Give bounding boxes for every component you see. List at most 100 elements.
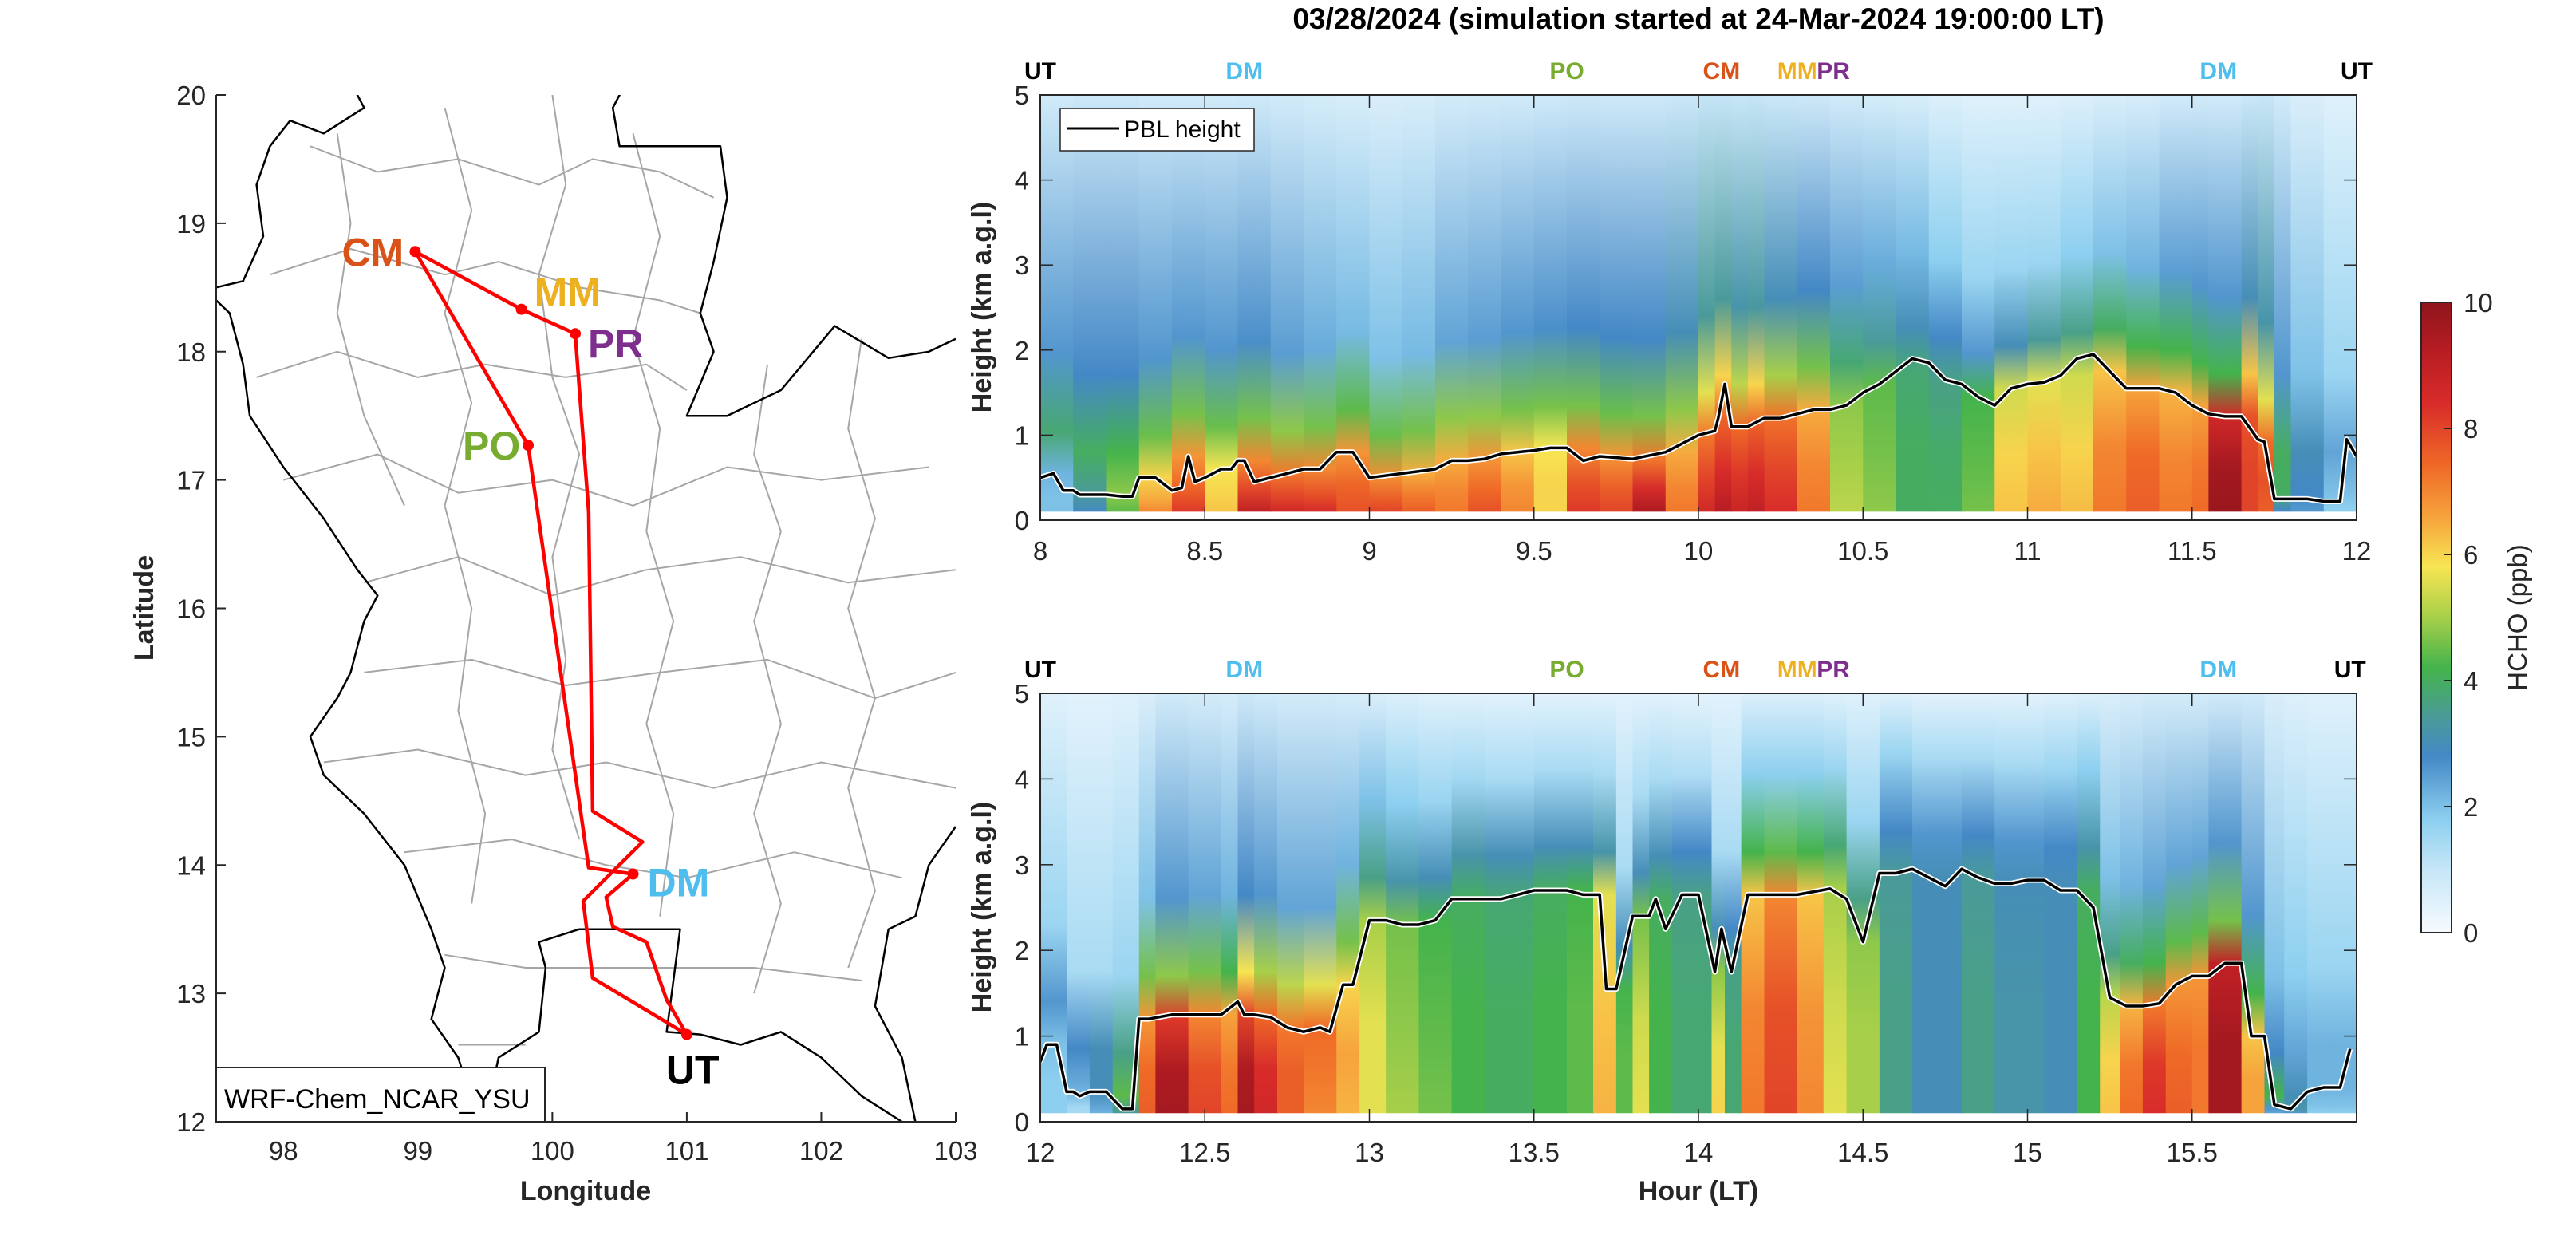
hcho-column bbox=[1040, 95, 1075, 512]
hcho-column bbox=[1468, 95, 1502, 512]
y-tick-label: 0 bbox=[1015, 1107, 1029, 1137]
hcho-column bbox=[2284, 693, 2309, 1114]
coastline-segment bbox=[483, 928, 903, 1122]
bottom-x-axis-label: Hour (LT) bbox=[1639, 1176, 1758, 1206]
y-tick-label: 5 bbox=[1015, 679, 1029, 708]
x-tick-label: 11.5 bbox=[2168, 536, 2217, 566]
map-y-tick-label: 13 bbox=[176, 979, 206, 1008]
pbl-height-line bbox=[1040, 867, 2352, 1111]
hcho-column bbox=[2093, 95, 2128, 512]
map-y-tick-label: 16 bbox=[176, 594, 206, 624]
site-marker bbox=[570, 328, 582, 340]
colorbar-tick-label: 4 bbox=[2464, 666, 2478, 696]
top-y-axis-label: Height (km a.g.l) bbox=[967, 202, 997, 412]
hcho-column bbox=[1797, 95, 1831, 512]
top-y-ticks: 0 1 2 3 4 5 bbox=[1015, 81, 2357, 535]
hcho-column bbox=[2258, 95, 2275, 512]
site-marker-label-pr: PR bbox=[1817, 58, 1850, 85]
hcho-column bbox=[1912, 693, 1963, 1114]
hcho-column bbox=[2100, 693, 2120, 1114]
hcho-column bbox=[1962, 693, 1996, 1114]
top-x-ticks: 8 8.5 9 9.5 10 10.5 11 11.5 12 bbox=[1033, 95, 2371, 566]
site-label-mm: MM bbox=[535, 270, 601, 315]
hcho-column bbox=[1797, 693, 1825, 1114]
map-x-axis-label: Longitude bbox=[520, 1176, 651, 1206]
map-x-ticks: 98 99 100 101 102 103 bbox=[269, 1112, 978, 1166]
province-border bbox=[444, 953, 862, 981]
x-tick-label: 15 bbox=[2013, 1138, 2042, 1167]
map-x-tick-label: 99 bbox=[403, 1136, 432, 1166]
site-marker-label-dm: DM bbox=[2199, 58, 2237, 85]
hcho-column bbox=[1896, 95, 1930, 512]
hcho-column bbox=[2208, 693, 2243, 1114]
site-marker bbox=[515, 303, 527, 315]
site-marker-label-mm: MM bbox=[1777, 58, 1817, 85]
hcho-column bbox=[1714, 95, 1733, 512]
site-label-dm: DM bbox=[647, 861, 709, 906]
hcho-column bbox=[2191, 95, 2210, 512]
site-marker-label-po: PO bbox=[1549, 657, 1584, 683]
site-marker-label-cm: CM bbox=[1703, 657, 1741, 683]
y-tick-label: 2 bbox=[1015, 336, 1029, 365]
hcho-column bbox=[2044, 693, 2078, 1114]
hcho-column bbox=[1725, 693, 1742, 1114]
y-tick-label: 4 bbox=[1015, 764, 1029, 794]
site-marker-label-po: PO bbox=[1549, 58, 1584, 85]
province-border bbox=[538, 95, 581, 840]
bottom-site-labels: UT DM PO CM MM PR DM UT bbox=[1024, 657, 2366, 683]
hcho-column bbox=[1830, 95, 1864, 512]
x-tick-label: 8.5 bbox=[1186, 536, 1223, 566]
map-x-tick-label: 103 bbox=[933, 1136, 977, 1166]
hcho-column bbox=[1747, 95, 1765, 512]
hcho-column bbox=[1304, 693, 1338, 1114]
bottom-x-ticks: 12 12.5 13 13.5 14 14.5 15 15.5 bbox=[1026, 693, 2218, 1167]
hcho-column bbox=[1632, 693, 1651, 1114]
map-panel: CM MM PR PO DM UT 98 99 100 101 102 103 12 13 14 15 16… bbox=[129, 81, 978, 1206]
colorbar-ticks: 0 2 4 6 8 10 bbox=[2444, 288, 2493, 948]
bottom-y-axis-label: Height (km a.g.l) bbox=[967, 802, 997, 1012]
site-marker-label-cm: CM bbox=[1703, 58, 1741, 85]
coastline-segment bbox=[874, 826, 956, 1122]
bottom-pbl-line bbox=[1040, 866, 2353, 1112]
hcho-column bbox=[1336, 95, 1371, 512]
hcho-column bbox=[1386, 693, 1420, 1114]
x-tick-label: 14.5 bbox=[1837, 1138, 1888, 1167]
map-y-ticks: 12 13 14 15 16 17 18 19 20 bbox=[176, 81, 226, 1137]
site-label-pr: PR bbox=[588, 322, 643, 366]
map-y-tick-label: 12 bbox=[176, 1107, 206, 1137]
hcho-column bbox=[1073, 95, 1107, 512]
x-tick-label: 12.5 bbox=[1179, 1138, 1230, 1167]
hcho-column bbox=[1928, 95, 1963, 512]
hcho-column bbox=[2027, 95, 2061, 512]
hcho-column bbox=[2208, 95, 2243, 512]
site-marker bbox=[409, 246, 421, 258]
hcho-column bbox=[1254, 693, 1278, 1114]
hcho-column bbox=[1698, 693, 1713, 1114]
hcho-column bbox=[2241, 693, 2266, 1114]
site-marker-label-mm: MM bbox=[1777, 657, 1817, 683]
hcho-column bbox=[1632, 95, 1667, 512]
hcho-column bbox=[1994, 693, 2045, 1114]
hcho-column bbox=[1698, 95, 1716, 512]
map-y-tick-label: 18 bbox=[176, 337, 206, 367]
hcho-column bbox=[2142, 693, 2167, 1114]
map-x-tick-label: 100 bbox=[531, 1136, 574, 1166]
hcho-column bbox=[1172, 95, 1206, 512]
colorbar-tick-label: 2 bbox=[2464, 792, 2478, 822]
hcho-column bbox=[1205, 95, 1239, 512]
y-tick-label: 2 bbox=[1015, 936, 1029, 965]
x-tick-label: 12 bbox=[1026, 1138, 1055, 1167]
y-tick-label: 1 bbox=[1015, 1022, 1029, 1052]
hcho-column bbox=[1593, 693, 1617, 1114]
hcho-column bbox=[1994, 95, 2029, 512]
hcho-column bbox=[1402, 95, 1436, 512]
site-marker-label-ut: UT bbox=[2341, 58, 2373, 85]
hcho-column bbox=[1188, 693, 1222, 1114]
hcho-column bbox=[1451, 693, 1485, 1114]
hcho-column bbox=[1304, 95, 1338, 512]
hcho-column bbox=[2290, 95, 2325, 512]
hcho-column bbox=[1863, 95, 1897, 512]
coastline-segment bbox=[216, 95, 365, 289]
x-tick-label: 14 bbox=[1684, 1138, 1714, 1167]
